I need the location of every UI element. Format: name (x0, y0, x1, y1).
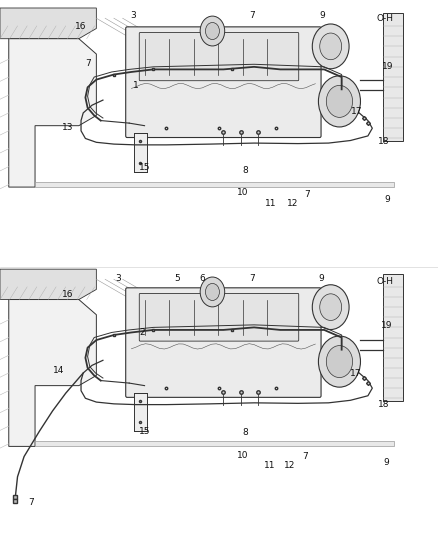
Text: 8: 8 (242, 429, 248, 437)
Text: 18: 18 (378, 400, 389, 408)
Polygon shape (9, 39, 96, 187)
FancyBboxPatch shape (139, 293, 299, 341)
Text: 9: 9 (318, 274, 324, 282)
Bar (383, 13, 403, 141)
Text: 1: 1 (133, 81, 139, 90)
Text: 7: 7 (85, 60, 91, 68)
Text: O‑H: O‑H (377, 277, 394, 286)
Text: 9: 9 (385, 196, 391, 204)
Bar (383, 274, 403, 401)
Text: 19: 19 (381, 321, 392, 329)
Polygon shape (0, 8, 96, 39)
Text: 9: 9 (319, 12, 325, 20)
Circle shape (320, 294, 342, 320)
Text: 11: 11 (264, 462, 275, 470)
Text: 8: 8 (242, 166, 248, 175)
Circle shape (318, 76, 360, 127)
Circle shape (200, 16, 225, 46)
Circle shape (326, 85, 353, 117)
Circle shape (200, 277, 225, 307)
Text: 10: 10 (237, 451, 249, 459)
Text: 13: 13 (62, 124, 74, 132)
Text: 14: 14 (53, 366, 65, 375)
Text: 12: 12 (287, 199, 298, 208)
Text: 15: 15 (139, 164, 150, 172)
Text: 7: 7 (304, 190, 310, 199)
Circle shape (318, 336, 360, 387)
Polygon shape (0, 269, 96, 300)
Text: 17: 17 (351, 108, 363, 116)
Circle shape (205, 22, 219, 39)
Bar (134, 393, 147, 431)
Text: 7: 7 (28, 498, 35, 507)
Text: 12: 12 (284, 462, 296, 470)
Text: 15: 15 (139, 427, 150, 436)
Text: 5: 5 (174, 274, 180, 282)
Text: 6: 6 (199, 274, 205, 282)
FancyBboxPatch shape (126, 27, 321, 138)
Text: 17: 17 (350, 369, 362, 377)
Text: 3: 3 (131, 12, 137, 20)
Text: 7: 7 (249, 274, 255, 282)
Polygon shape (9, 300, 96, 447)
Text: O‑H: O‑H (377, 14, 394, 23)
Circle shape (312, 285, 349, 329)
Text: 9: 9 (383, 458, 389, 466)
Circle shape (320, 33, 342, 60)
FancyBboxPatch shape (139, 33, 299, 80)
Bar (35, 182, 394, 187)
Text: 16: 16 (62, 290, 74, 298)
Text: 19: 19 (382, 62, 393, 71)
Circle shape (205, 284, 219, 301)
Text: 7: 7 (302, 453, 308, 461)
Text: 10: 10 (237, 189, 249, 197)
Text: 3: 3 (115, 274, 121, 282)
FancyBboxPatch shape (126, 288, 321, 398)
Bar (134, 133, 147, 172)
Text: 11: 11 (265, 199, 276, 208)
Circle shape (326, 345, 353, 377)
Text: 16: 16 (75, 22, 87, 31)
Text: 7: 7 (249, 12, 255, 20)
Text: 18: 18 (378, 137, 390, 146)
Circle shape (312, 24, 349, 69)
Bar (35, 441, 394, 447)
Text: 2: 2 (140, 328, 145, 336)
